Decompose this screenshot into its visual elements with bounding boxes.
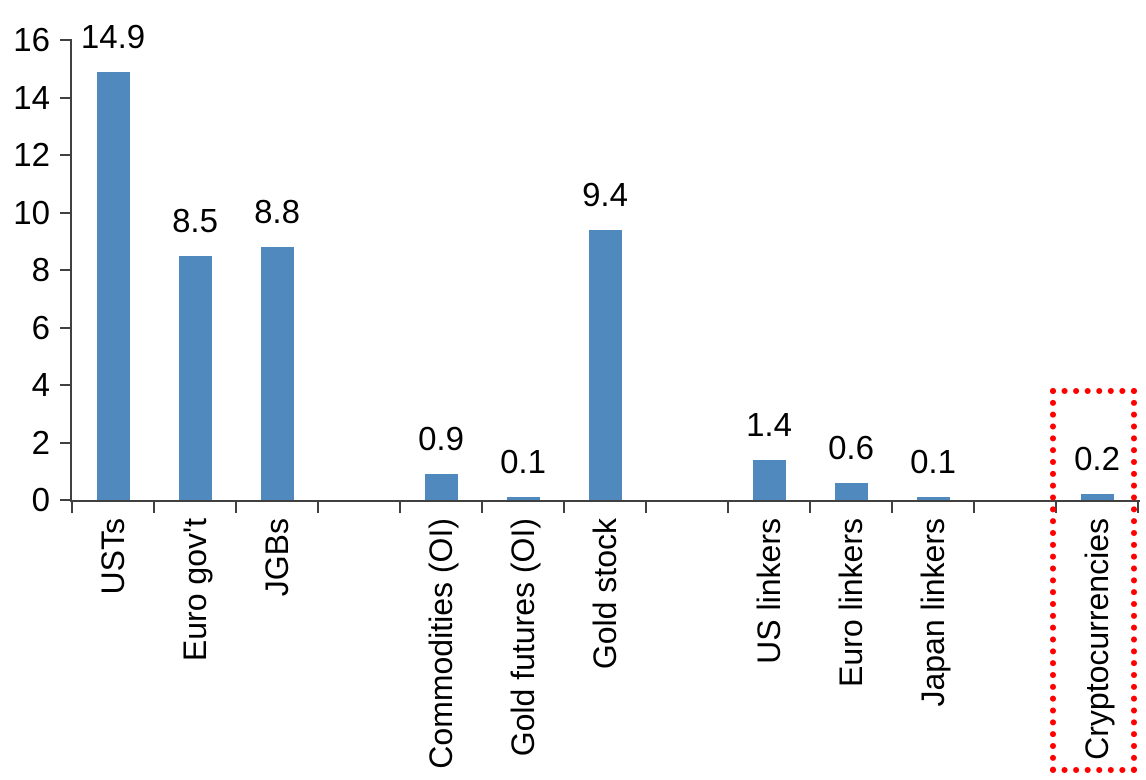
y-tick-label: 6 [31,308,50,346]
bar-value-label: 9.4 [582,176,628,213]
category-label: Japan linkers [915,518,951,707]
bar [916,497,950,500]
y-tick [60,96,72,99]
x-tick [809,500,811,513]
x-tick [317,500,319,513]
y-tick [60,211,72,214]
bar [588,230,622,500]
x-tick [1137,500,1139,513]
x-tick [235,500,237,513]
bar [506,497,540,500]
highlight-box [1050,388,1137,773]
y-tick-label: 2 [31,423,50,461]
y-tick-label: 16 [13,21,50,58]
y-tick [60,499,72,501]
bar-value-label: 8.8 [254,193,300,230]
bar [178,256,212,500]
category-label: Gold futures (OI) [505,518,541,757]
category-label: Gold stock [587,518,623,670]
y-tick-label: 8 [31,251,50,288]
bar-value-label: 0.2 [1074,440,1120,477]
bar-value-label: 0.9 [418,420,464,457]
y-tick-label: 12 [13,136,50,173]
category-label: Euro gov't [177,518,213,662]
bar [260,247,294,500]
x-tick [481,500,483,513]
bar-value-label: 1.4 [746,406,792,443]
category-label: JGBs [259,518,295,597]
bar-value-label: 14.9 [80,18,146,55]
category-label: Euro linkers [833,518,869,687]
bar-value-label: 0.1 [500,443,546,480]
x-tick [1055,500,1057,513]
x-tick [727,500,729,513]
y-tick [60,441,72,444]
x-tick [71,500,73,513]
bar [752,460,786,500]
y-tick [60,39,72,41]
x-tick [891,500,893,513]
category-label: US linkers [751,518,787,664]
bar [1080,494,1114,500]
bar-value-label: 0.1 [910,443,956,480]
x-tick [399,500,401,513]
category-label: Commodities (OI) [423,518,459,769]
x-tick [973,500,975,513]
bar-value-label: 0.6 [828,429,874,466]
x-tick [645,500,647,513]
x-axis-line [70,500,1140,502]
y-tick [60,384,72,386]
y-tick [60,269,72,271]
bar [424,474,458,500]
y-axis-line [70,40,72,502]
category-label: USTs [95,518,131,595]
bar [834,483,868,500]
y-tick [60,154,72,156]
bar-value-label: 8.5 [172,202,218,239]
y-tick-label: 14 [13,78,50,116]
bar [96,72,130,500]
x-tick [153,500,155,513]
y-tick-label: 10 [13,193,50,231]
y-tick [60,326,72,329]
y-tick-label: 4 [31,366,50,403]
y-tick-label: 0 [31,481,50,518]
x-tick [563,500,565,513]
